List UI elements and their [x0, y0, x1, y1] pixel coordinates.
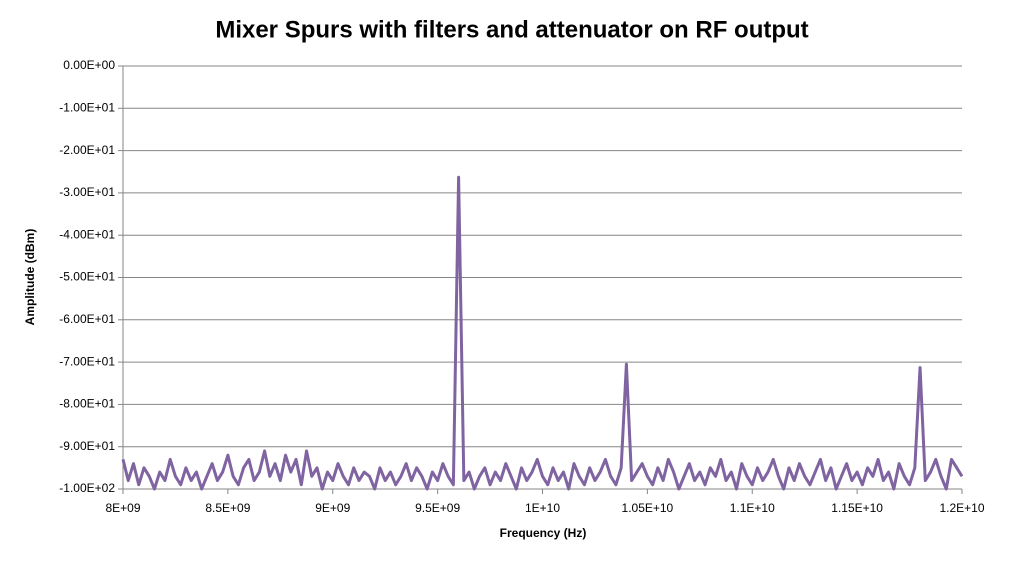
y-tick-label: 0.00E+00 [63, 58, 115, 72]
y-tick-label: -3.00E+01 [59, 185, 115, 199]
y-tick-label: -4.00E+01 [59, 227, 115, 241]
x-tick-label: 1.2E+10 [939, 501, 984, 515]
y-tick-label: -5.00E+01 [59, 270, 115, 284]
chart-title: Mixer Spurs with filters and attenuator … [215, 16, 808, 43]
y-tick-label: -8.00E+01 [59, 397, 115, 411]
x-tick-label: 1E+10 [525, 501, 560, 515]
y-axis-title: Amplitude (dBm) [23, 229, 37, 326]
y-tick-label: -2.00E+01 [59, 143, 115, 157]
x-axis-title: Frequency (Hz) [500, 526, 587, 540]
x-tick-label: 9.5E+09 [415, 501, 460, 515]
x-tick-label: 8E+09 [105, 501, 140, 515]
x-tick-label: 1.1E+10 [730, 501, 775, 515]
y-tick-label: -6.00E+01 [59, 312, 115, 326]
x-tick-label: 1.15E+10 [831, 501, 883, 515]
data-line [121, 175, 964, 491]
y-tick-label: -1.00E+01 [59, 100, 115, 114]
x-tick-label: 8.5E+09 [205, 501, 250, 515]
y-tick-label: -7.00E+01 [59, 354, 115, 368]
y-tick-label: -9.00E+01 [59, 439, 115, 453]
x-tick-label: 9E+09 [315, 501, 350, 515]
y-tick-label: -1.00E+02 [59, 481, 115, 495]
x-tick-label: 1.05E+10 [622, 501, 674, 515]
